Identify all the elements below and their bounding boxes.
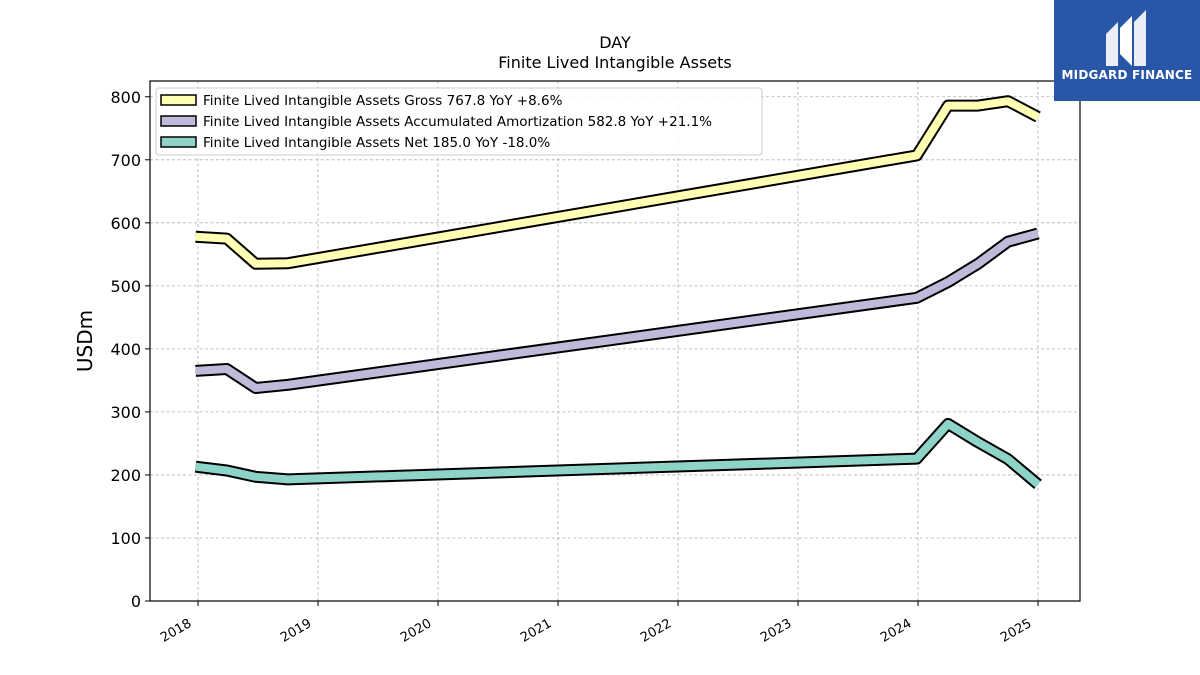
series-line <box>195 419 1041 488</box>
legend-entry-net: Finite Lived Intangible Assets Net 185.0… <box>203 135 550 151</box>
y-tick-label: 100 <box>110 529 141 548</box>
legend: Finite Lived Intangible Assets Gross 767… <box>155 87 763 156</box>
legend-swatch-amortization <box>160 115 197 127</box>
series-line <box>195 97 1040 268</box>
y-tick-label: 600 <box>110 214 141 233</box>
y-tick-label: 200 <box>110 466 141 485</box>
y-tick-label: 400 <box>110 340 141 359</box>
legend-swatch-gross <box>160 94 197 106</box>
y-tick-label: 500 <box>110 277 141 296</box>
x-tick-label: 2023 <box>758 616 794 646</box>
x-tick-label: 2022 <box>638 616 674 646</box>
x-tick-label: 2019 <box>278 616 314 646</box>
chart-subtitle: Finite Lived Intangible Assets <box>498 53 731 72</box>
midgard-finance-logo: MIDGARD FINANCE <box>1054 0 1200 101</box>
series-lines <box>194 95 1042 489</box>
y-axis-label: USDm <box>73 310 97 372</box>
chart-title: DAY <box>599 33 631 52</box>
midgard-logo-mark-icon <box>1106 10 1146 66</box>
x-tick-label: 2025 <box>998 616 1034 646</box>
y-tick-label: 700 <box>110 151 141 170</box>
y-tick-label: 0 <box>131 592 141 611</box>
y-tick-label: 800 <box>110 88 141 107</box>
x-tick-label: 2020 <box>398 616 434 646</box>
legend-entry-gross: Finite Lived Intangible Assets Gross 767… <box>203 93 563 109</box>
x-tick-label: 2024 <box>878 616 914 646</box>
x-tick-label: 2021 <box>518 616 554 646</box>
x-tick-label: 2018 <box>158 616 194 646</box>
logo-text: MIDGARD FINANCE <box>1061 68 1193 82</box>
series-line <box>195 229 1040 392</box>
y-tick-label: 300 <box>110 403 141 422</box>
axis-ticks: 0 100 200 300 400 500 600 700 800 2018 2019 2020 202… <box>110 88 1039 646</box>
legend-swatch-net <box>160 136 197 148</box>
plot-frame <box>149 80 1081 602</box>
legend-entry-amortization: Finite Lived Intangible Assets Accumulat… <box>203 114 712 130</box>
legend-box <box>155 87 763 156</box>
